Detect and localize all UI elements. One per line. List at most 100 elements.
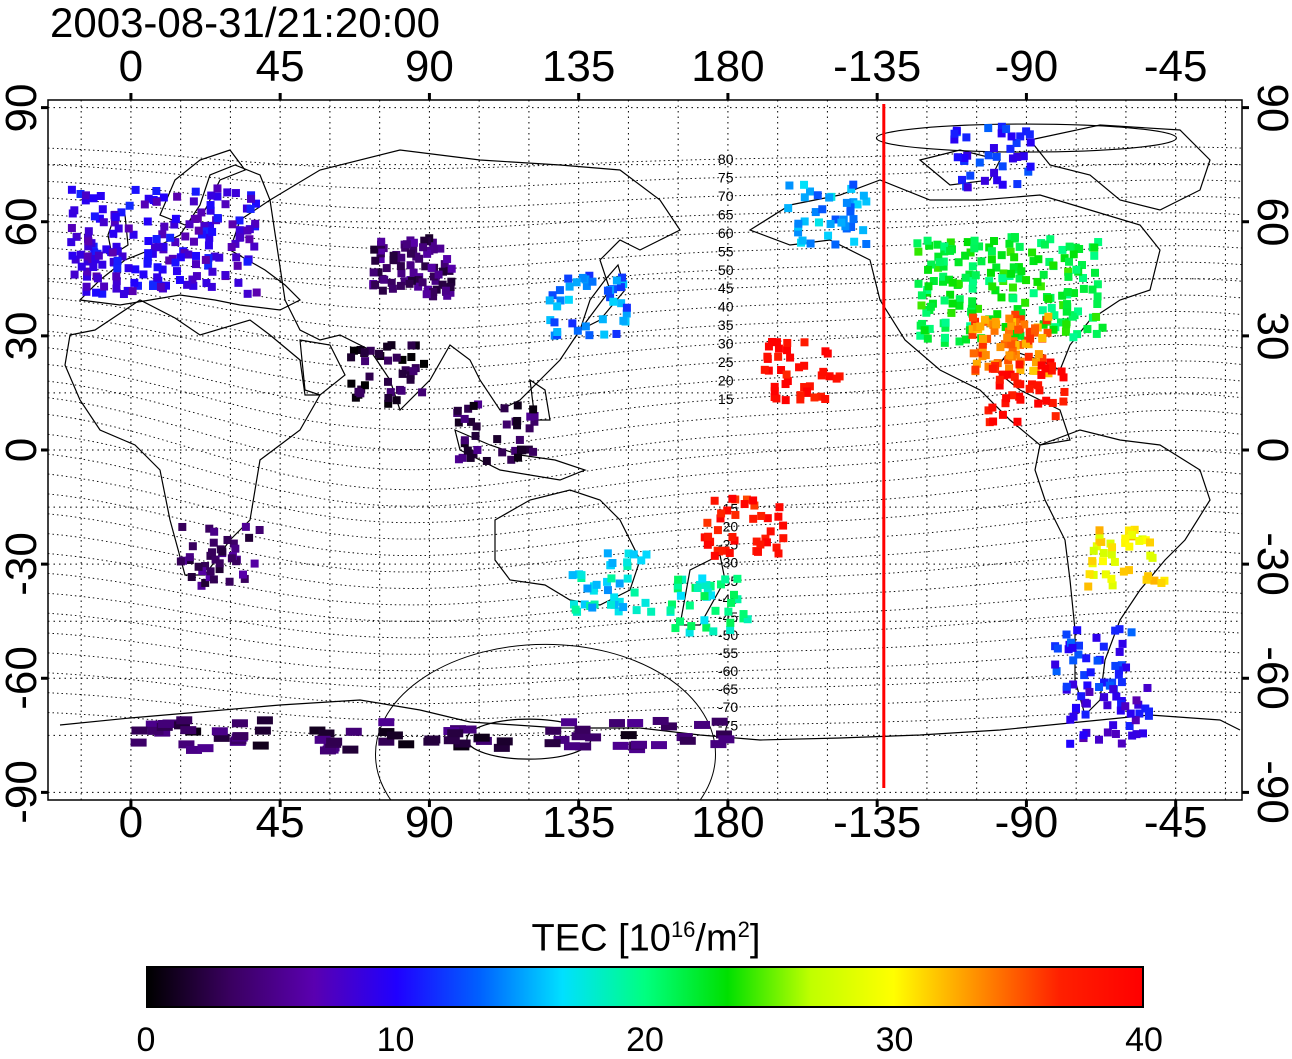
tec-point xyxy=(1144,572,1153,581)
tec-point xyxy=(1074,307,1083,316)
tec-point xyxy=(1094,238,1103,247)
tec-point xyxy=(779,534,788,543)
tec-point xyxy=(211,727,228,736)
tec-point xyxy=(794,228,803,237)
tec-point xyxy=(1031,358,1040,367)
tec-point xyxy=(1066,739,1075,748)
frame-tick xyxy=(726,800,730,807)
tec-point xyxy=(384,356,393,365)
tec-point xyxy=(76,250,85,259)
tec-point xyxy=(1083,681,1092,690)
tec-point xyxy=(603,549,612,558)
tec-point xyxy=(774,344,783,353)
tec-point xyxy=(1095,526,1104,535)
tec-point xyxy=(1108,581,1117,590)
tec-point xyxy=(192,251,201,260)
tec-point xyxy=(612,329,621,338)
frame-tick xyxy=(875,800,879,807)
tec-point xyxy=(228,220,237,229)
tec-point xyxy=(968,262,977,271)
tec-point xyxy=(406,261,415,270)
tec-point xyxy=(721,546,730,555)
tec-point xyxy=(82,287,91,296)
tec-point xyxy=(162,281,171,290)
tec-point xyxy=(615,579,624,588)
tec-point xyxy=(575,742,592,751)
tec-point xyxy=(139,270,148,279)
tec-point xyxy=(963,183,972,192)
tec-point xyxy=(1077,692,1086,701)
tec-point xyxy=(1052,667,1061,676)
tec-point xyxy=(1150,576,1159,585)
contour-line xyxy=(48,327,1242,390)
tec-point xyxy=(529,405,538,414)
tec-point xyxy=(108,248,117,257)
tec-point xyxy=(434,270,443,279)
tec-point xyxy=(443,736,460,745)
tec-point xyxy=(1135,536,1144,545)
tec-point xyxy=(749,514,758,523)
tec-point xyxy=(84,242,93,251)
tec-point xyxy=(976,322,985,331)
tec-point xyxy=(588,277,597,286)
tec-point xyxy=(423,249,432,258)
tec-point xyxy=(660,722,677,731)
tec-point xyxy=(585,331,594,340)
tec-point xyxy=(454,418,463,427)
tec-point xyxy=(360,348,369,357)
tec-point xyxy=(1003,333,1012,342)
tec-point xyxy=(553,302,562,311)
tec-point xyxy=(1039,320,1048,329)
tec-point xyxy=(159,193,168,202)
tec-point xyxy=(717,509,726,518)
left-axis-tick: -30 xyxy=(0,532,46,596)
frame-tick xyxy=(1174,93,1178,100)
tec-point xyxy=(571,605,580,614)
tec-point xyxy=(158,230,167,239)
tec-point xyxy=(610,593,619,602)
tec-point xyxy=(622,309,631,318)
tec-point xyxy=(818,205,827,214)
tec-point xyxy=(1006,370,1015,379)
tec-point xyxy=(786,353,795,362)
tec-point xyxy=(1090,243,1099,252)
tec-point xyxy=(1013,379,1022,388)
tec-point xyxy=(371,280,380,289)
tec-point xyxy=(1069,680,1078,689)
frame-tick xyxy=(41,676,48,680)
tec-point xyxy=(825,193,834,202)
tec-point xyxy=(1122,663,1131,672)
tec-point xyxy=(940,296,949,305)
tec-point xyxy=(1038,306,1047,315)
tec-point xyxy=(175,275,184,284)
tec-point xyxy=(1094,735,1103,744)
tec-point xyxy=(1011,310,1020,319)
tec-point xyxy=(201,578,210,587)
tec-point xyxy=(366,346,375,355)
tec-point xyxy=(1006,247,1015,256)
tec-point xyxy=(1070,289,1079,298)
contour-label: 65 xyxy=(718,206,734,222)
tec-point xyxy=(1072,265,1081,274)
tec-point xyxy=(453,406,462,415)
tec-point xyxy=(756,540,765,549)
frame-tick xyxy=(427,800,431,807)
tec-point xyxy=(997,251,1006,260)
tec-point xyxy=(173,721,190,730)
tec-point xyxy=(565,282,574,291)
tec-point xyxy=(849,180,858,189)
tec-point xyxy=(530,411,539,420)
contour-loop xyxy=(875,123,1177,153)
colorbar-tick-label: 0 xyxy=(136,1021,156,1059)
tec-point xyxy=(1042,396,1051,405)
tec-point xyxy=(553,735,570,744)
tec-point xyxy=(436,244,445,253)
tec-point xyxy=(996,343,1005,352)
contour-label: -30 xyxy=(718,555,738,571)
frame-tick xyxy=(1242,334,1249,338)
tec-point xyxy=(493,435,502,444)
tec-point xyxy=(568,571,577,580)
tec-point xyxy=(1047,366,1056,375)
tec-point xyxy=(978,334,987,343)
contour-label: 20 xyxy=(718,373,734,389)
